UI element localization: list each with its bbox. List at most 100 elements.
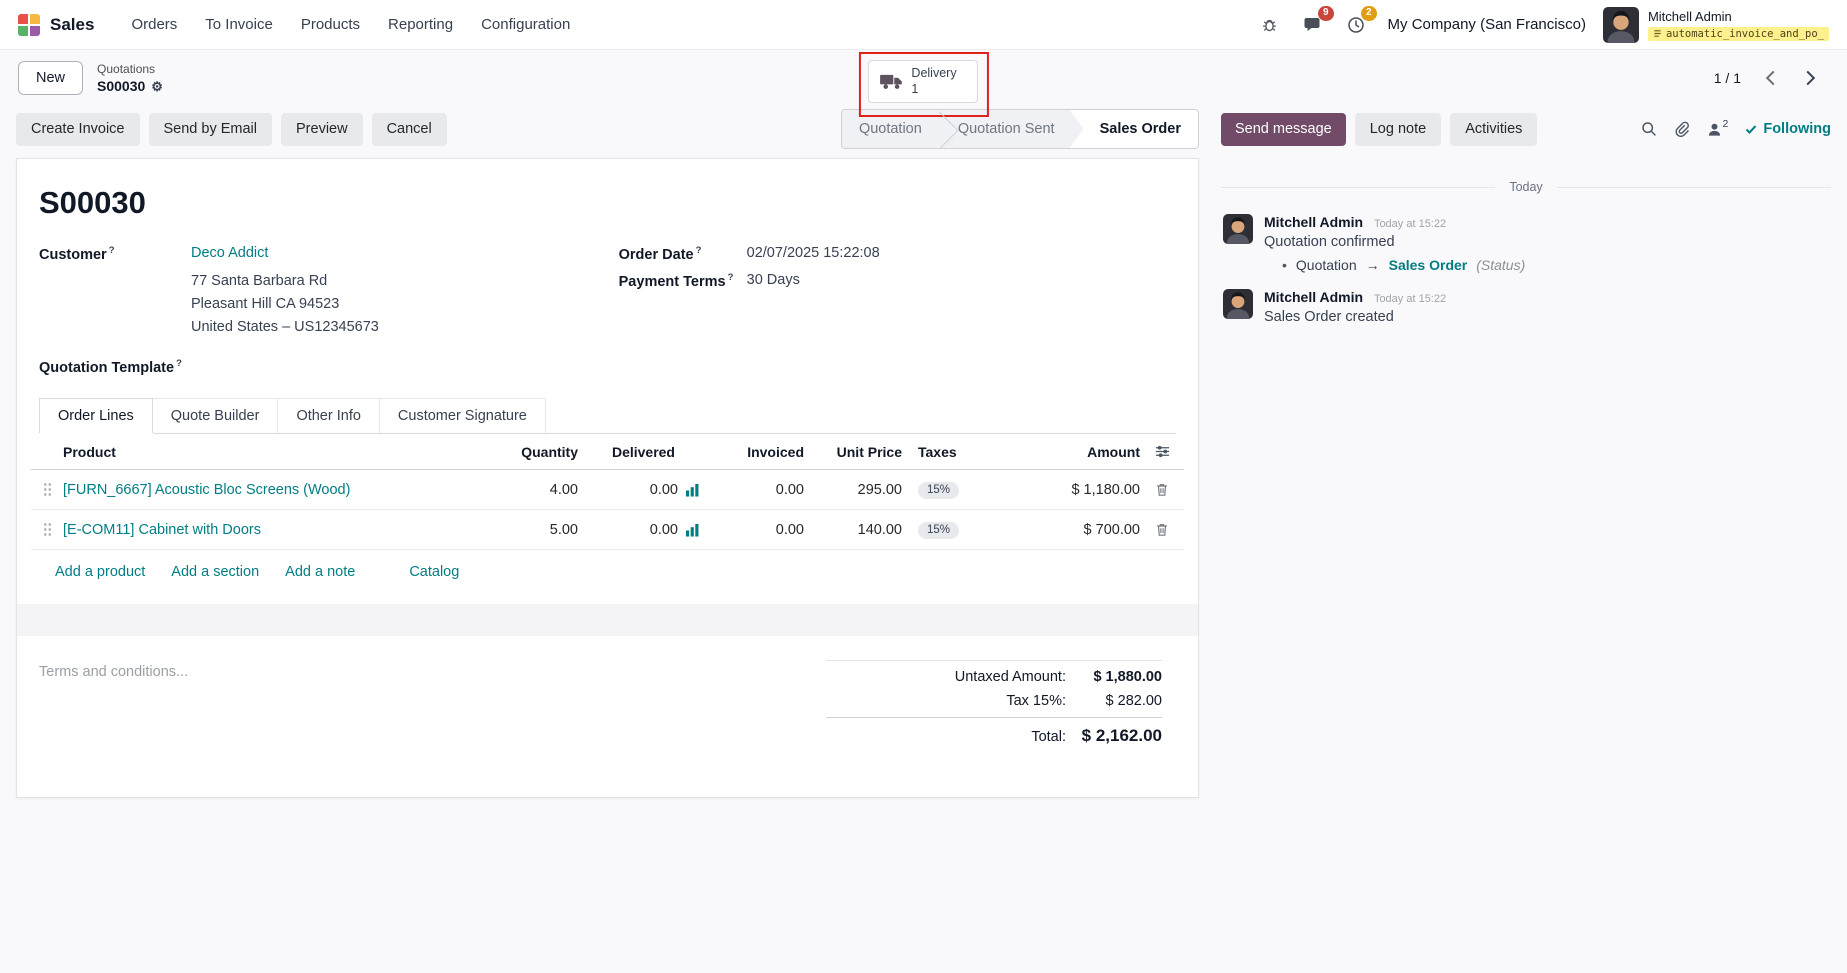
- preview-button[interactable]: Preview: [281, 112, 363, 146]
- chatter-message: Mitchell Admin Today at 15:22 Quotation …: [1221, 214, 1831, 273]
- line-actions: Add a product Add a section Add a note C…: [31, 550, 1184, 592]
- record-title: S00030: [39, 185, 146, 220]
- attachments-icon[interactable]: [1674, 121, 1690, 137]
- menu-orders[interactable]: Orders: [131, 16, 178, 33]
- invoiced-cell[interactable]: 0.00: [775, 481, 804, 498]
- tax-badge[interactable]: 15%: [918, 521, 960, 539]
- forecast-chart-icon[interactable]: [685, 523, 700, 537]
- table-row[interactable]: [E-COM11] Cabinet with Doors 5.00 0.00 0…: [31, 510, 1184, 551]
- product-link[interactable]: [E-COM11] Cabinet with Doors: [63, 521, 261, 538]
- log-note-button[interactable]: Log note: [1354, 112, 1442, 146]
- tracking-new-value[interactable]: Sales Order: [1388, 257, 1468, 273]
- messages-icon[interactable]: 9: [1300, 5, 1334, 38]
- optional-columns-icon[interactable]: [1140, 444, 1184, 459]
- help-icon: ?: [695, 245, 702, 256]
- pager-next-icon[interactable]: [1799, 65, 1821, 91]
- add-product-link[interactable]: Add a product: [55, 564, 146, 581]
- customer-link[interactable]: Deco Addict: [191, 245, 269, 261]
- truck-icon: [879, 75, 902, 90]
- tax-badge[interactable]: 15%: [918, 481, 960, 499]
- notebook-tabs: Order Lines Quote Builder Other Info Cus…: [39, 398, 1176, 435]
- help-icon: ?: [108, 245, 115, 256]
- delivered-cell[interactable]: 0.00: [649, 481, 678, 498]
- menu-to-invoice[interactable]: To Invoice: [205, 16, 273, 33]
- message-author: Mitchell Admin: [1264, 289, 1364, 305]
- status-quotation-sent[interactable]: Quotation Sent: [957, 121, 1055, 137]
- totals-block: Untaxed Amount: $ 1,880.00 Tax 15%: $ 28…: [826, 660, 1162, 750]
- send-by-email-button[interactable]: Send by Email: [148, 112, 272, 146]
- tab-other-info[interactable]: Other Info: [277, 398, 380, 434]
- tab-order-lines[interactable]: Order Lines: [39, 398, 153, 434]
- help-icon: ?: [176, 357, 182, 369]
- add-section-link[interactable]: Add a section: [171, 564, 260, 581]
- company-switcher[interactable]: My Company (San Francisco): [1387, 16, 1586, 33]
- delivered-cell[interactable]: 0.00: [649, 521, 678, 538]
- statusbar: Quotation Quotation Sent Sales Order: [840, 109, 1199, 149]
- table-row[interactable]: [FURN_6667] Acoustic Bloc Screens (Wood)…: [31, 470, 1184, 511]
- pager-value: 1 / 1: [1713, 70, 1741, 86]
- product-link[interactable]: [FURN_6667] Acoustic Bloc Screens (Wood): [63, 481, 351, 498]
- menu-products[interactable]: Products: [300, 16, 361, 33]
- search-messages-icon[interactable]: [1641, 121, 1657, 137]
- add-note-link[interactable]: Add a note: [285, 564, 356, 581]
- tab-customer-signature[interactable]: Customer Signature: [378, 398, 546, 434]
- invoiced-cell[interactable]: 0.00: [775, 521, 804, 538]
- untaxed-amount-value: $ 1,880.00: [1093, 669, 1162, 686]
- delete-row-icon[interactable]: [1140, 482, 1184, 497]
- drag-handle-icon[interactable]: [31, 482, 63, 498]
- send-message-button[interactable]: Send message: [1221, 112, 1346, 146]
- column-product[interactable]: Product: [63, 443, 116, 460]
- help-icon: ?: [727, 271, 734, 283]
- tax-label: Tax 15%:: [1006, 693, 1066, 710]
- breadcrumb-quotations[interactable]: Quotations: [97, 62, 156, 76]
- column-delivered[interactable]: Delivered: [611, 443, 675, 460]
- create-invoice-button[interactable]: Create Invoice: [16, 112, 140, 146]
- messages-badge: 9: [1317, 5, 1334, 21]
- status-sales-order[interactable]: Sales Order: [1069, 110, 1198, 148]
- activities-button[interactable]: Activities: [1450, 112, 1538, 146]
- tax-value: $ 282.00: [1105, 693, 1162, 710]
- annotation-red-box: Delivery 1: [858, 52, 989, 118]
- delete-row-icon[interactable]: [1140, 522, 1184, 537]
- payment-terms-value[interactable]: 30 Days: [746, 271, 800, 288]
- column-unit-price[interactable]: Unit Price: [836, 443, 902, 460]
- unit-price-cell[interactable]: 295.00: [857, 481, 902, 498]
- drag-handle-icon[interactable]: [31, 522, 63, 538]
- column-taxes[interactable]: Taxes: [918, 443, 957, 460]
- app-name[interactable]: Sales: [50, 14, 95, 34]
- check-icon: [1746, 125, 1757, 134]
- column-amount[interactable]: Amount: [1087, 443, 1140, 460]
- column-quantity[interactable]: Quantity: [521, 443, 578, 460]
- quantity-cell[interactable]: 5.00: [549, 521, 578, 538]
- cancel-button[interactable]: Cancel: [371, 112, 447, 146]
- order-date-value[interactable]: 02/07/2025 15:22:08: [746, 245, 880, 261]
- order-date-label: Order Date?: [618, 245, 702, 263]
- menu-reporting[interactable]: Reporting: [388, 16, 454, 33]
- new-button[interactable]: New: [18, 61, 84, 95]
- user-menu[interactable]: Mitchell Admin automatic_invoice_and_po_: [1602, 6, 1829, 43]
- apps-menu-icon[interactable]: [18, 13, 40, 36]
- user-avatar: [1602, 6, 1639, 43]
- debug-icon[interactable]: [1257, 12, 1283, 38]
- delivery-label: Delivery: [911, 66, 957, 80]
- gear-icon[interactable]: ⚙: [151, 78, 163, 94]
- pager-previous-icon[interactable]: [1759, 65, 1781, 91]
- quantity-cell[interactable]: 4.00: [549, 481, 578, 498]
- status-quotation[interactable]: Quotation: [858, 121, 922, 137]
- terms-placeholder[interactable]: Terms and conditions...: [39, 664, 189, 681]
- chatter-panel: Send message Log note Activities 2 Follo…: [1215, 106, 1847, 341]
- forecast-chart-icon[interactable]: [685, 483, 700, 497]
- unit-price-cell[interactable]: 140.00: [857, 521, 902, 538]
- column-invoiced[interactable]: Invoiced: [747, 443, 804, 460]
- following-toggle[interactable]: Following: [1745, 121, 1831, 137]
- form-column: Create Invoice Send by Email Preview Can…: [0, 106, 1215, 798]
- message-body: Quotation confirmed: [1264, 234, 1395, 250]
- activities-badge: 2: [1360, 5, 1377, 21]
- catalog-link[interactable]: Catalog: [409, 564, 460, 581]
- tab-quote-builder[interactable]: Quote Builder: [151, 398, 279, 434]
- top-navbar: Sales Orders To Invoice Products Reporti…: [0, 0, 1847, 50]
- delivery-smart-button[interactable]: Delivery 1: [867, 60, 978, 104]
- followers-icon[interactable]: 2: [1707, 118, 1728, 137]
- activities-icon[interactable]: 2: [1343, 5, 1377, 38]
- menu-configuration[interactable]: Configuration: [481, 16, 571, 33]
